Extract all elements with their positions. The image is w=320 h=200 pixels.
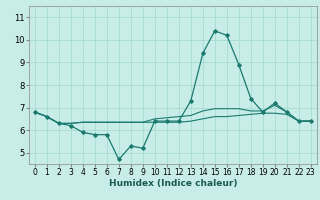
X-axis label: Humidex (Indice chaleur): Humidex (Indice chaleur)	[108, 179, 237, 188]
